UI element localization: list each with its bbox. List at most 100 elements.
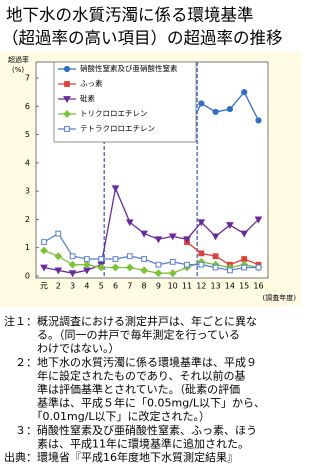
legend-label: 砒素 bbox=[80, 93, 95, 103]
x-tick-label: 13 bbox=[211, 282, 221, 291]
y-axis-label: 超過率 bbox=[8, 55, 29, 64]
data-point bbox=[154, 269, 163, 278]
note-line: 基準は、平成５年に「0.05mg/L以下」から、 bbox=[4, 396, 265, 410]
note-line: ３：硝酸性窒素及び亜硝酸性窒素、ふっ素、ほう bbox=[4, 423, 257, 437]
y-tick-label: 3 bbox=[25, 187, 30, 196]
page: 地下水の水質汚濁に係る環境基準 （超過率の高い項目）の超過率の推移 超過率 (%… bbox=[0, 6, 301, 464]
title-line: （超過率の高い項目）の超過率の推移 bbox=[2, 29, 283, 48]
y-axis-label: (%) bbox=[12, 66, 24, 74]
data-point bbox=[82, 260, 91, 269]
y-tick-label: 5 bbox=[25, 130, 30, 139]
series-line bbox=[43, 186, 259, 274]
data-point bbox=[41, 239, 47, 245]
legend-marker bbox=[63, 96, 71, 104]
data-point bbox=[141, 256, 147, 262]
data-point bbox=[55, 230, 62, 237]
data-point bbox=[226, 222, 234, 230]
y-tick-label: 6 bbox=[25, 102, 30, 111]
x-tick-label: 5 bbox=[99, 282, 104, 291]
x-axis-label: (調査年度) bbox=[263, 293, 297, 302]
legend-label: ふっ素 bbox=[80, 78, 103, 88]
data-point bbox=[227, 267, 233, 274]
legend-marker bbox=[64, 81, 70, 87]
series-line bbox=[186, 90, 260, 133]
note-line: 準は評価基準とされていた。（砒素の評価 bbox=[4, 382, 240, 396]
note-line: 年に設定されたものであり、それ以前の基 bbox=[4, 368, 245, 382]
data-point bbox=[241, 256, 248, 262]
x-tick-label: 6 bbox=[113, 282, 118, 291]
legend-label: テトラクロロエチレン bbox=[80, 124, 155, 133]
data-point bbox=[154, 236, 163, 244]
data-point bbox=[212, 108, 219, 116]
note-line: 注１：概況調査における測定井戸は、年ごとに異な bbox=[4, 314, 257, 328]
data-point bbox=[125, 219, 134, 227]
data-point bbox=[183, 236, 191, 244]
data-point bbox=[254, 216, 263, 224]
note-line: わけではない。） bbox=[4, 342, 120, 355]
x-tick-label: 4 bbox=[84, 282, 89, 291]
data-point bbox=[84, 256, 90, 262]
data-point bbox=[68, 270, 77, 278]
series-line bbox=[43, 232, 259, 272]
data-point bbox=[241, 264, 248, 271]
data-point bbox=[240, 230, 249, 238]
x-tick-label: 14 bbox=[225, 282, 235, 291]
x-tick-label: 15 bbox=[239, 282, 249, 291]
note-line: る。（同一の井戸で毎年測定を行っている bbox=[4, 328, 240, 342]
legend-box bbox=[53, 61, 197, 143]
x-tick-label: 10 bbox=[168, 282, 178, 291]
series-line bbox=[43, 249, 259, 274]
x-tick-label: 9 bbox=[156, 282, 161, 291]
data-point bbox=[125, 263, 134, 272]
title-line: 地下水の水質汚濁に係る環境基準 bbox=[6, 6, 254, 25]
x-tick-label: 11 bbox=[182, 282, 192, 291]
data-point bbox=[54, 252, 63, 261]
legend-marker bbox=[64, 126, 70, 132]
data-point bbox=[155, 261, 162, 268]
data-point bbox=[54, 267, 63, 275]
data-point bbox=[226, 106, 233, 113]
data-point bbox=[68, 260, 77, 269]
x-tick-label: 7 bbox=[127, 282, 132, 291]
note-line: ２：地下水の水質汚濁に係る環境基準は、平成９ bbox=[4, 355, 257, 369]
note-line: 出典：環境省『平成16年度地下水質測定結果』 bbox=[4, 450, 238, 464]
note-line: 「0.01mg/L以下」に改定された。） bbox=[4, 409, 210, 423]
data-point bbox=[112, 256, 119, 262]
data-point bbox=[97, 263, 106, 272]
data-point bbox=[198, 250, 205, 257]
x-tick-label: 12 bbox=[196, 282, 206, 291]
x-tick-label: 元 bbox=[40, 282, 48, 291]
data-point bbox=[69, 253, 76, 260]
x-tick-label: 2 bbox=[56, 282, 61, 291]
data-point bbox=[184, 261, 190, 268]
data-point bbox=[255, 264, 262, 271]
data-point bbox=[168, 269, 177, 278]
legend-label: トリクロロエチレン bbox=[80, 109, 148, 118]
data-point bbox=[211, 233, 220, 241]
data-point bbox=[255, 117, 262, 124]
data-point bbox=[98, 256, 105, 262]
data-point bbox=[111, 263, 120, 272]
x-tick-label: 8 bbox=[142, 282, 147, 291]
data-point bbox=[140, 266, 149, 275]
data-point bbox=[198, 261, 205, 268]
data-point bbox=[126, 253, 133, 260]
data-point bbox=[168, 233, 177, 241]
data-point bbox=[169, 258, 176, 265]
data-point bbox=[198, 100, 205, 107]
y-tick-label: 1 bbox=[25, 243, 30, 252]
legend-marker bbox=[63, 110, 71, 118]
data-point bbox=[140, 230, 148, 238]
data-point bbox=[40, 246, 48, 255]
y-tick-label: 4 bbox=[25, 158, 30, 167]
data-point bbox=[197, 219, 206, 227]
x-tick-label: 3 bbox=[70, 282, 75, 291]
x-tick-label: 16 bbox=[253, 282, 263, 291]
data-point bbox=[40, 264, 48, 272]
y-tick-label: 7 bbox=[25, 74, 30, 83]
data-point bbox=[212, 253, 219, 260]
legend-marker bbox=[63, 65, 71, 73]
legend-label: 硝酸性窒素及び亜硝酸性窒素 bbox=[80, 63, 178, 73]
y-tick-label: 2 bbox=[25, 215, 30, 224]
note-line: 素は、平成11年に環境基準に追加された。 bbox=[4, 436, 249, 450]
